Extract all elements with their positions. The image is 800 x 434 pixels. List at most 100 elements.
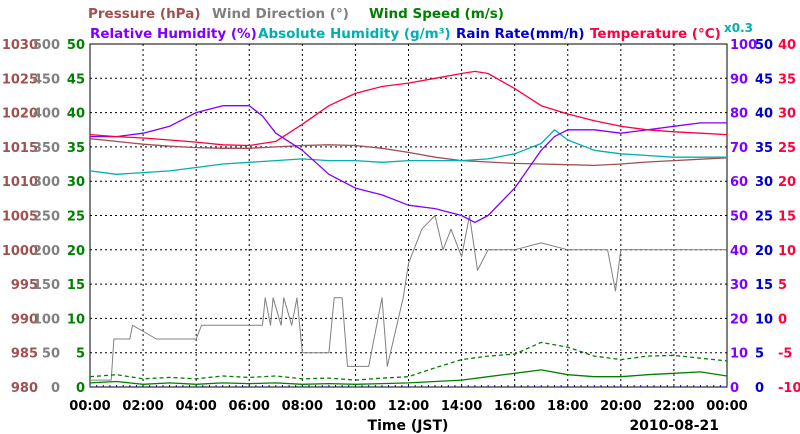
tick-label-temperature: 40 xyxy=(778,38,796,53)
tick-label-relative-humidity: 70 xyxy=(730,141,748,156)
legend-rain-rate: Rain Rate(mm/h) xyxy=(456,26,585,42)
tick-label-relative-humidity: 50 xyxy=(730,210,748,225)
x-tick-label: 10:00 xyxy=(335,399,376,414)
tick-label-pressure: 980 xyxy=(11,381,38,396)
tick-label-pressure: 1030 xyxy=(2,38,38,53)
tick-label-rain-rate: 10 xyxy=(755,312,773,327)
tick-label-wind-direction: 100 xyxy=(33,312,60,327)
tick-label-wind-direction: 400 xyxy=(33,107,60,122)
legend-relative-humidity: Relative Humidity (%) xyxy=(90,26,257,42)
tick-label-wind-direction: 300 xyxy=(33,175,60,190)
tick-label-relative-humidity: 100 xyxy=(730,38,757,53)
tick-label-rain-rate: 30 xyxy=(755,175,773,190)
tick-label-rain-rate: 35 xyxy=(755,141,773,156)
tick-label-wind-speed: 45 xyxy=(67,72,85,87)
x-tick-label: 00:00 xyxy=(706,399,747,414)
legend-wind-direction: Wind Direction (°) xyxy=(212,6,349,22)
x-tick-label: 16:00 xyxy=(494,399,535,414)
tick-label-rain-rate: 45 xyxy=(755,72,773,87)
tick-label-wind-direction: 250 xyxy=(33,210,60,225)
series-line-pressure xyxy=(89,138,728,167)
tick-label-wind-direction: 50 xyxy=(42,347,60,362)
tick-label-rain-rate: 15 xyxy=(755,278,773,293)
tick-label-wind-speed: 40 xyxy=(67,107,85,122)
legend-wind-speed: Wind Speed (m/s) xyxy=(369,6,504,22)
tick-label-pressure: 990 xyxy=(11,312,38,327)
tick-label-temperature: 5 xyxy=(778,278,787,293)
x-tick-label: 12:00 xyxy=(388,399,429,414)
rain-rate-markers xyxy=(89,385,728,387)
legend-temperature: Temperature (°C) xyxy=(590,26,721,42)
tick-label-relative-humidity: 20 xyxy=(730,312,748,327)
tick-label-wind-direction: 450 xyxy=(33,72,60,87)
x-axis-label: Time (JST) xyxy=(368,418,449,434)
legend: Pressure (hPa) Wind Direction (°) Wind S… xyxy=(88,6,753,42)
x-tick-label: 00:00 xyxy=(69,399,110,414)
tick-label-temperature: 30 xyxy=(778,107,796,122)
legend-abs-humidity-scale-note: x0.3 xyxy=(724,21,753,35)
series-line-relative-humidity xyxy=(90,105,727,224)
series-line-wind-speed xyxy=(89,369,728,385)
tick-label-relative-humidity: 40 xyxy=(730,244,748,259)
tick-label-wind-speed: 15 xyxy=(67,278,85,293)
x-tick-label: 06:00 xyxy=(229,399,270,414)
axis-labels: 1030102510201015101010051000995990985980… xyxy=(2,38,800,396)
tick-label-relative-humidity: 10 xyxy=(730,347,748,362)
x-tick-label: 14:00 xyxy=(441,399,482,414)
tick-label-wind-speed: 20 xyxy=(67,244,85,259)
tick-label-relative-humidity: 30 xyxy=(730,278,748,293)
series-group xyxy=(89,70,728,385)
tick-label-temperature: -5 xyxy=(778,347,792,362)
x-axis-labels: 00:00 02:00 04:00 06:00 08:00 10:00 12:00 14:00… xyxy=(69,399,747,414)
series-line-absolute-humidity xyxy=(89,129,727,175)
tick-label-rain-rate: 40 xyxy=(755,107,773,122)
tick-label-temperature: 0 xyxy=(778,312,787,327)
tick-label-relative-humidity: 0 xyxy=(730,381,739,396)
tick-label-temperature: 15 xyxy=(778,210,796,225)
tick-label-wind-speed: 30 xyxy=(67,175,85,190)
tick-label-rain-rate: 0 xyxy=(755,381,764,396)
legend-pressure: Pressure (hPa) xyxy=(88,6,201,22)
x-tick-label: 20:00 xyxy=(600,399,641,414)
tick-label-rain-rate: 20 xyxy=(755,244,773,259)
tick-label-wind-speed: 35 xyxy=(67,141,85,156)
tick-label-pressure: 1025 xyxy=(2,72,38,87)
tick-label-wind-speed: 25 xyxy=(67,210,85,225)
tick-label-relative-humidity: 90 xyxy=(730,72,748,87)
tick-label-rain-rate: 25 xyxy=(755,210,773,225)
x-tick-label: 08:00 xyxy=(282,399,323,414)
tick-label-wind-direction: 150 xyxy=(33,278,60,293)
series-line-wind-speed-gust xyxy=(89,341,728,381)
tick-label-wind-direction: 200 xyxy=(33,244,60,259)
tick-label-temperature: -10 xyxy=(778,381,800,396)
series-line-wind-direction xyxy=(90,215,727,381)
tick-label-relative-humidity: 80 xyxy=(730,107,748,122)
tick-label-wind-speed: 0 xyxy=(76,381,85,396)
tick-label-wind-speed: 5 xyxy=(76,347,85,362)
tick-label-temperature: 10 xyxy=(778,244,796,259)
tick-label-pressure: 1000 xyxy=(2,244,38,259)
tick-label-wind-speed: 50 xyxy=(67,38,85,53)
tick-label-pressure: 985 xyxy=(11,347,38,362)
tick-label-temperature: 35 xyxy=(778,72,796,87)
tick-label-pressure: 1010 xyxy=(2,175,38,190)
tick-label-wind-direction: 0 xyxy=(51,381,60,396)
tick-label-pressure: 1005 xyxy=(2,210,38,225)
plot-grid xyxy=(90,44,727,387)
x-tick-label: 02:00 xyxy=(122,399,163,414)
tick-label-pressure: 1020 xyxy=(2,107,38,122)
date-label: 2010-08-21 xyxy=(629,418,719,434)
series-line-temperature xyxy=(89,70,728,147)
tick-label-temperature: 25 xyxy=(778,141,796,156)
tick-label-wind-direction: 500 xyxy=(33,38,60,53)
tick-label-pressure: 995 xyxy=(11,278,38,293)
tick-label-rain-rate: 5 xyxy=(755,347,764,362)
x-tick-label: 22:00 xyxy=(653,399,694,414)
legend-absolute-humidity: Absolute Humidity (g/m³) xyxy=(258,26,451,42)
tick-label-wind-direction: 350 xyxy=(33,141,60,156)
tick-label-wind-speed: 10 xyxy=(67,312,85,327)
tick-label-rain-rate: 50 xyxy=(755,38,773,53)
tick-label-temperature: 20 xyxy=(778,175,796,190)
x-tick-label: 04:00 xyxy=(175,399,216,414)
